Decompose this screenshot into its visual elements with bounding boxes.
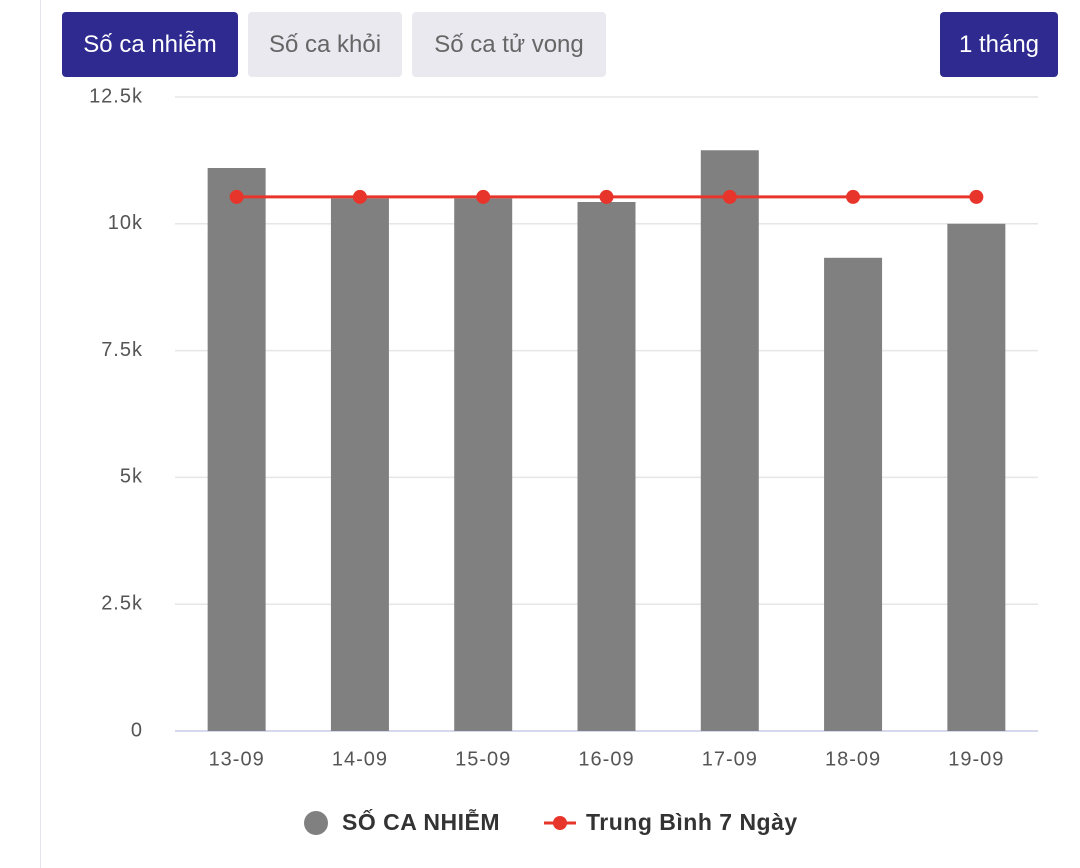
y-tick-label: 7.5k [101, 339, 143, 361]
bar [454, 198, 513, 731]
tab-button[interactable]: Số ca khỏi [248, 12, 402, 77]
line-point [722, 189, 737, 204]
bar [947, 223, 1006, 732]
legend-label: Trung Bình 7 Ngày [586, 809, 798, 835]
y-tick-label: 10k [108, 212, 143, 234]
bar [577, 201, 636, 731]
line-point [476, 189, 491, 204]
legend-label: SỐ CA NHIỄM [342, 807, 500, 835]
legend-marker [304, 811, 328, 835]
line-point [352, 189, 367, 204]
y-tick-label: 12.5k [89, 85, 143, 107]
x-tick-label: 16-09 [578, 748, 634, 770]
bar [207, 168, 266, 731]
x-tick-label: 18-09 [825, 748, 881, 770]
x-tick-label: 17-09 [702, 748, 758, 770]
panel-border [40, 0, 41, 868]
x-tick-label: 19-09 [948, 748, 1004, 770]
y-tick-label: 2.5k [101, 592, 143, 614]
line-point [969, 189, 984, 204]
bar [824, 257, 883, 731]
period-button[interactable]: 1 tháng [940, 12, 1058, 77]
y-tick-label: 0 [131, 719, 143, 741]
line-point [599, 189, 614, 204]
y-tick-label: 5k [120, 466, 143, 488]
line-point [229, 189, 244, 204]
tab-button[interactable]: Số ca tử vong [412, 12, 606, 77]
bar [700, 150, 759, 732]
x-tick-label: 15-09 [455, 748, 511, 770]
tab-button[interactable]: Số ca nhiễm [62, 12, 238, 77]
bar [330, 198, 389, 731]
x-tick-label: 13-09 [209, 748, 265, 770]
legend-marker [553, 816, 567, 830]
line-point [846, 189, 861, 204]
x-tick-label: 14-09 [332, 748, 388, 770]
